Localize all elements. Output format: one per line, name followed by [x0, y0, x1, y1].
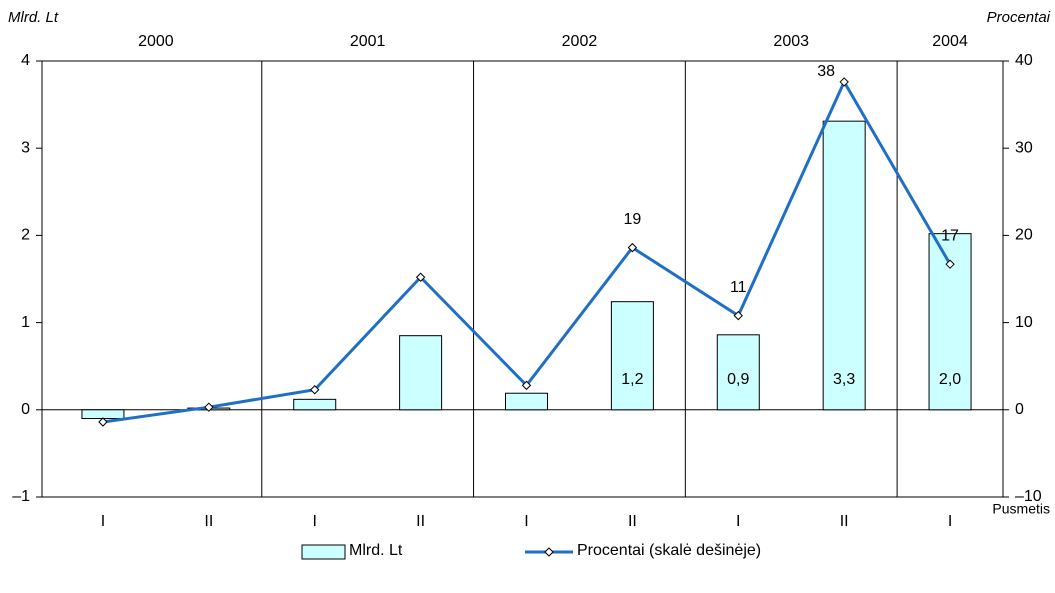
bar	[505, 392, 548, 411]
x-tick-label: II	[204, 513, 213, 530]
line-marker	[733, 310, 743, 321]
x-tick-label: II	[628, 513, 637, 530]
y-tick-label: –1	[12, 488, 30, 505]
y2-tick-label: 0	[1015, 401, 1024, 418]
x-tick-label: I	[524, 513, 528, 530]
x-tick-label: I	[312, 513, 316, 530]
line-value-label: 19	[623, 211, 641, 228]
bar	[399, 335, 443, 411]
year-label: 2003	[773, 33, 809, 50]
y-axis-title: Mlrd. Lt	[8, 9, 59, 26]
y-tick-label: 4	[21, 52, 30, 69]
y2-tick-label: –10	[1015, 488, 1042, 505]
bar-value-label: 1,2	[621, 371, 643, 388]
legend-label: Mlrd. Lt	[349, 542, 403, 559]
year-label: 2001	[350, 33, 386, 50]
year-label: 2004	[932, 33, 968, 50]
bar-value-label: 3,3	[833, 371, 855, 388]
y-tick-label: 0	[21, 401, 30, 418]
bar	[716, 334, 760, 411]
line-value-label: 17	[941, 227, 959, 244]
plot-frame	[41, 60, 1004, 498]
line-marker	[839, 77, 849, 87]
y2-axis-title: Procentai	[987, 9, 1051, 26]
bar	[293, 398, 337, 411]
bar-value-label: 0,9	[727, 371, 749, 388]
x-tick-label: I	[736, 513, 740, 530]
line-marker	[98, 417, 108, 427]
x-tick-label: II	[840, 513, 849, 530]
line-marker	[415, 272, 426, 282]
line-value-label: 38	[817, 63, 835, 80]
line-marker	[945, 259, 955, 269]
x-tick-label: I	[101, 513, 105, 530]
legend-swatch	[301, 544, 346, 560]
legend-label: Procentai (skalė dešinėje)	[577, 542, 761, 559]
bar	[81, 409, 125, 420]
line-marker	[310, 385, 320, 395]
bar	[822, 120, 866, 411]
x-tick-label: I	[948, 513, 952, 530]
line-marker	[627, 242, 638, 253]
x-axis-title: Pusmetis	[992, 501, 1050, 517]
y-tick-label: 2	[21, 227, 30, 244]
y2-tick-label: 10	[1015, 314, 1033, 331]
legend-marker	[544, 547, 554, 557]
bar-value-label: 2,0	[939, 371, 961, 388]
year-label: 2000	[138, 33, 174, 50]
line-marker	[521, 380, 532, 391]
y2-tick-label: 30	[1015, 139, 1033, 156]
y2-tick-label: 40	[1015, 52, 1033, 69]
line-marker	[204, 402, 214, 412]
y2-tick-label: 20	[1015, 227, 1033, 244]
y-tick-label: 3	[21, 139, 30, 156]
year-label: 2002	[562, 33, 598, 50]
line-value-label: 11	[730, 279, 747, 296]
x-tick-label: II	[416, 513, 425, 530]
y-tick-label: 1	[21, 314, 30, 331]
bar	[610, 301, 654, 411]
